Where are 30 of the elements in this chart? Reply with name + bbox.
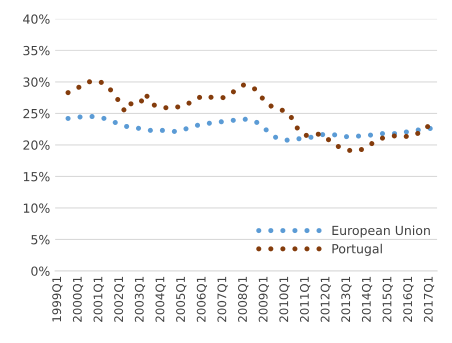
x-tick-label: 2000Q1 [72,276,84,322]
y-tick-label: 30% [23,77,50,87]
y-tick-label: 35% [23,46,50,56]
legend-label: Portugal [332,244,382,256]
x-tick-label: 2010Q1 [279,276,290,322]
y-tick-label: 5% [31,234,50,244]
y-tick-label: 25% [23,108,50,118]
x-tick-label: 2008Q1 [238,276,248,322]
x-tick-label: 2013Q1 [341,276,352,322]
y-tick-label: 15% [24,172,50,182]
x-tick-label: 2001Q1 [94,276,104,322]
x-tick-label: 2016Q1 [403,276,414,322]
x-tick-label: 2007Q1 [217,276,228,322]
y-tick-label: 20% [23,140,50,150]
x-tick-label: 2017Q1 [424,276,434,322]
x-tick-label: 2004Q1 [155,276,166,322]
x-tick-label: 2005Q1 [176,276,186,322]
y-tick-label: 10% [24,203,50,213]
x-tick-label: 2011Q1 [300,276,310,322]
x-tick-label: 2006Q1 [196,276,208,322]
legend-label: European Union [332,225,430,238]
x-tick-label: 2003Q1 [134,276,146,322]
x-tick-label: 2002Q1 [114,276,124,322]
x-tick-label: 2012Q1 [320,276,331,322]
x-tick-label: 1999Q1 [52,276,63,322]
x-tick-label: 2009Q1 [258,276,269,322]
y-tick-label: 40% [23,14,50,24]
x-tick-label: 2015Q1 [382,276,393,322]
y-tick-label: 0% [31,266,50,276]
x-tick-label: 2014Q1 [362,276,372,322]
